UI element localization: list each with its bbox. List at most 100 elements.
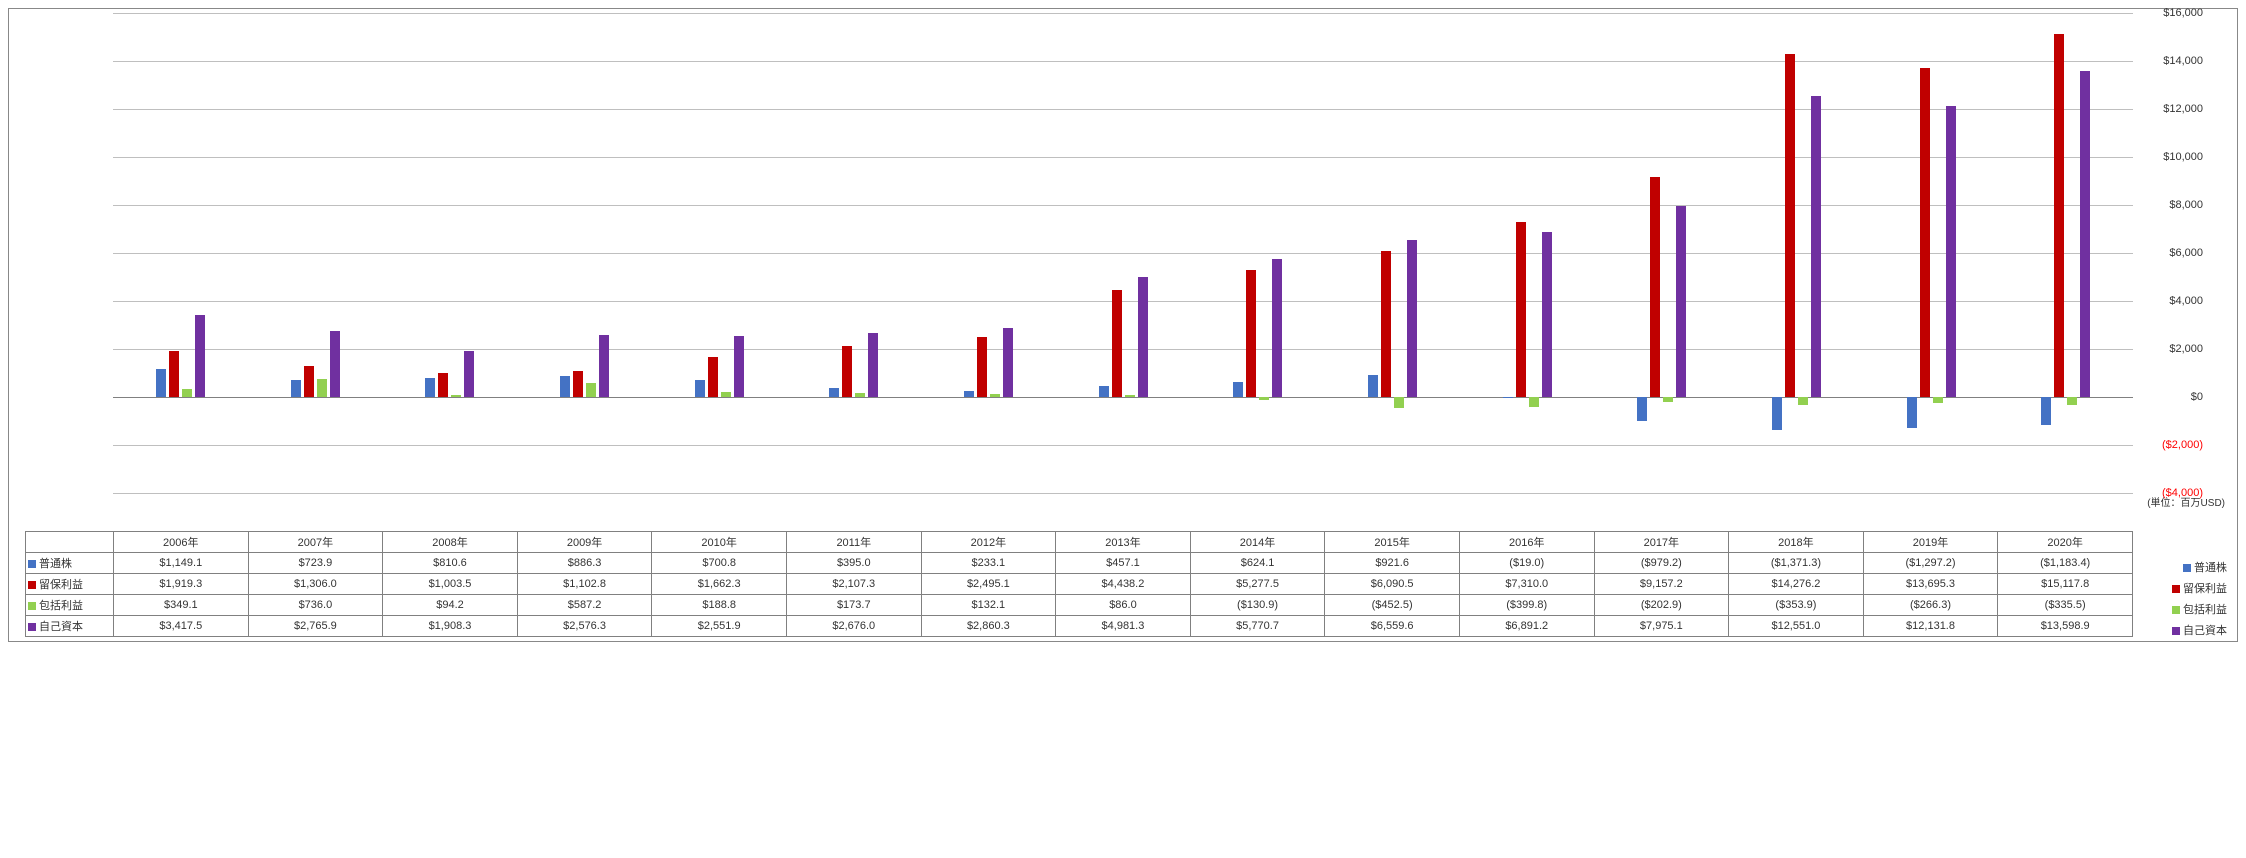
table-cell: $1,306.0 — [248, 574, 383, 595]
table-cell: $723.9 — [248, 553, 383, 574]
table-col-header: 2015年 — [1325, 532, 1460, 553]
table-row-header-common: 普通株 — [26, 553, 114, 574]
bar-compre — [182, 389, 192, 397]
bar-equity — [1407, 240, 1417, 397]
bar-equity — [1138, 277, 1148, 397]
table-col-header: 2013年 — [1056, 532, 1191, 553]
table-cell: $7,310.0 — [1459, 574, 1594, 595]
bar-equity — [464, 351, 474, 397]
bar-compre — [1394, 397, 1404, 408]
bar-equity — [1946, 106, 1956, 397]
table-col-header: 2020年 — [1998, 532, 2133, 553]
table-row-header-compre: 包括利益 — [26, 595, 114, 616]
table-cell: $1,149.1 — [114, 553, 249, 574]
table-cell: $349.1 — [114, 595, 249, 616]
table-cell: $2,551.9 — [652, 616, 787, 637]
table-cell: $6,891.2 — [1459, 616, 1594, 637]
bar-equity — [599, 335, 609, 397]
table-cell: $587.2 — [517, 595, 652, 616]
bar-equity — [1542, 232, 1552, 397]
bar-equity — [734, 336, 744, 397]
bar-common — [1368, 375, 1378, 397]
bar-common — [156, 369, 166, 397]
legend-swatch-retained — [2172, 585, 2180, 593]
table-cell: $4,438.2 — [1056, 574, 1191, 595]
bar-retained — [1246, 270, 1256, 397]
financial-chart-figure: (単位：百万USD) ($4,000)($2,000)$0$2,000$4,00… — [8, 8, 2238, 642]
bar-retained — [1920, 68, 1930, 397]
table-row-header-equity: 自己資本 — [26, 616, 114, 637]
table-col-header: 2018年 — [1729, 532, 1864, 553]
table-col-header: 2009年 — [517, 532, 652, 553]
bar-common — [2041, 397, 2051, 425]
table-cell: ($19.0) — [1459, 553, 1594, 574]
y-axis-label: $14,000 — [2163, 55, 2203, 67]
table-cell: $233.1 — [921, 553, 1056, 574]
table-cell: $1,662.3 — [652, 574, 787, 595]
table-cell: $624.1 — [1190, 553, 1325, 574]
chart-wrap: (単位：百万USD) ($4,000)($2,000)$0$2,000$4,00… — [13, 13, 2233, 637]
y-axis-label: $16,000 — [2163, 7, 2203, 19]
bar-compre — [1663, 397, 1673, 402]
bar-compre — [1933, 397, 1943, 403]
table-cell: $1,102.8 — [517, 574, 652, 595]
table-cell: $1,908.3 — [383, 616, 518, 637]
legend-swatch-equity — [2172, 627, 2180, 635]
bar-equity — [868, 333, 878, 397]
table-cell: $2,765.9 — [248, 616, 383, 637]
table-cell: $921.6 — [1325, 553, 1460, 574]
y-axis-label: $4,000 — [2169, 295, 2203, 307]
table-cell: $2,576.3 — [517, 616, 652, 637]
bar-retained — [842, 346, 852, 397]
table-cell: $14,276.2 — [1729, 574, 1864, 595]
bar-common — [291, 380, 301, 397]
bar-equity — [330, 331, 340, 397]
legend-right-item: 普通株 — [2183, 559, 2227, 575]
table-cell: $94.2 — [383, 595, 518, 616]
bar-compre — [1259, 397, 1269, 400]
table-cell: $86.0 — [1056, 595, 1191, 616]
table-cell: ($266.3) — [1863, 595, 1998, 616]
table-col-header: 2008年 — [383, 532, 518, 553]
table-cell: $3,417.5 — [114, 616, 249, 637]
table-cell: $810.6 — [383, 553, 518, 574]
table-cell: $2,495.1 — [921, 574, 1056, 595]
y-axis-label: $12,000 — [2163, 103, 2203, 115]
table-cell: $736.0 — [248, 595, 383, 616]
table-cell: $6,559.6 — [1325, 616, 1460, 637]
table-cell: ($1,297.2) — [1863, 553, 1998, 574]
bar-retained — [2054, 34, 2064, 397]
table-cell: $457.1 — [1056, 553, 1191, 574]
table-cell: $5,770.7 — [1190, 616, 1325, 637]
table-cell: $13,695.3 — [1863, 574, 1998, 595]
table-col-header: 2016年 — [1459, 532, 1594, 553]
legend-swatch-common — [2183, 564, 2191, 572]
bar-compre — [586, 383, 596, 397]
legend-right-item: 包括利益 — [2172, 601, 2227, 617]
bar-retained — [169, 351, 179, 397]
bar-common — [425, 378, 435, 397]
bar-common — [1099, 386, 1109, 397]
table-col-header: 2017年 — [1594, 532, 1729, 553]
bar-compre — [1125, 395, 1135, 397]
bar-equity — [2080, 71, 2090, 397]
table-col-header: 2019年 — [1863, 532, 1998, 553]
table-col-header: 2010年 — [652, 532, 787, 553]
bar-compre — [2067, 397, 2077, 405]
bar-equity — [1003, 328, 1013, 397]
bar-common — [1637, 397, 1647, 421]
table-col-header: 2014年 — [1190, 532, 1325, 553]
table-cell: $1,919.3 — [114, 574, 249, 595]
y-axis-label: ($2,000) — [2162, 439, 2203, 451]
y-axis-label: $2,000 — [2169, 343, 2203, 355]
table-cell: $132.1 — [921, 595, 1056, 616]
bar-common — [1772, 397, 1782, 430]
table-cell: $5,277.5 — [1190, 574, 1325, 595]
bar-common — [1907, 397, 1917, 428]
table-cell: $700.8 — [652, 553, 787, 574]
y-axis-label: ($4,000) — [2162, 487, 2203, 499]
swatch-common — [28, 560, 36, 568]
bar-compre — [721, 392, 731, 397]
bar-retained — [1650, 177, 1660, 397]
legend-right-item: 自己資本 — [2172, 622, 2227, 638]
